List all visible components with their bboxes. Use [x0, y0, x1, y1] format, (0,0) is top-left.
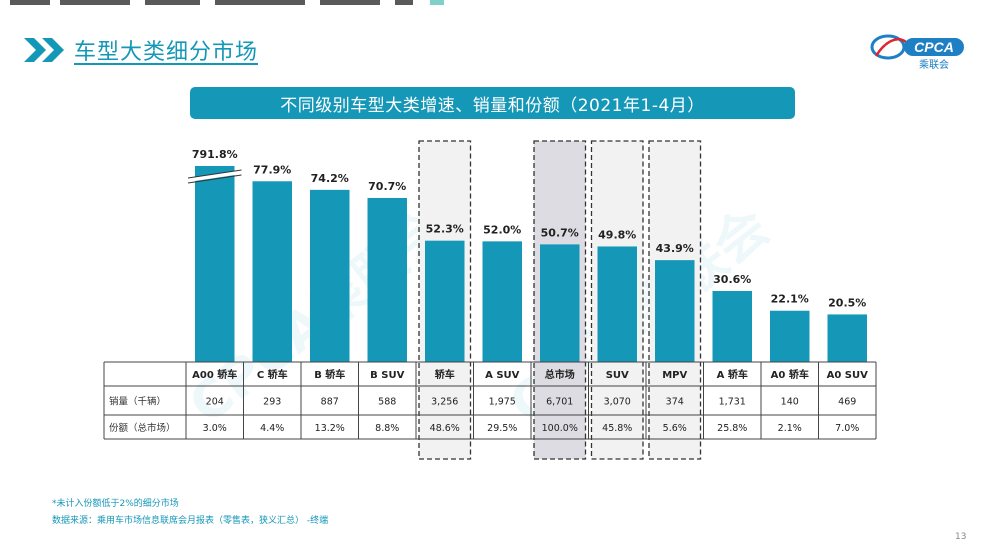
bar	[252, 181, 292, 362]
bar	[770, 310, 810, 362]
value-label: 49.8%	[598, 228, 636, 241]
value-label: 70.7%	[368, 180, 406, 193]
table-cell: 45.8%	[602, 423, 632, 434]
footnote-threshold: *未计入份额低于2%的细分市场	[52, 499, 179, 509]
table-cell: 374	[666, 397, 684, 408]
table-cell: 25.8%	[717, 423, 747, 434]
table-cell: 2.1%	[778, 423, 802, 434]
table-cell: 5.6%	[663, 423, 687, 434]
logo-subtext: 乘联会	[919, 58, 949, 71]
section-title: 车型大类细分市场	[74, 40, 259, 65]
footnotes: *未计入份额低于2%的细分市场 数据来源：乘用车市场信息联席会月报表（零售表，狭…	[52, 496, 328, 530]
category-label: A0 轿车	[771, 368, 809, 381]
value-label: 20.5%	[828, 296, 866, 309]
table-cell: 887	[321, 397, 339, 408]
double-chevron-icon	[24, 38, 64, 62]
table-cell: 3,256	[431, 397, 458, 408]
table-cell: 29.5%	[487, 423, 517, 434]
category-label: SUV	[606, 370, 629, 381]
table-cell: 7.0%	[835, 423, 859, 434]
table-cell: 588	[378, 397, 396, 408]
bar	[540, 244, 580, 362]
value-label: 30.6%	[713, 273, 751, 286]
table-cell: 100.0%	[542, 423, 578, 434]
category-label: A 轿车	[717, 368, 748, 381]
bar	[597, 246, 637, 362]
value-label: 50.7%	[541, 226, 579, 239]
table-cell: 48.6%	[430, 423, 460, 434]
table-cell: 1,975	[489, 397, 516, 408]
category-label: MPV	[662, 370, 687, 381]
table-cell: 6,701	[546, 397, 573, 408]
cpca-logo-graphic: CPCA 乘联会	[870, 34, 964, 71]
table-cell: 13.2%	[315, 423, 345, 434]
category-label: B 轿车	[314, 368, 345, 381]
category-label: A00 轿车	[192, 368, 237, 381]
bar	[367, 197, 407, 362]
value-label: 74.2%	[311, 172, 349, 185]
table-cell: 8.8%	[375, 423, 399, 434]
cpca-logo: CPCA 乘联会	[868, 30, 968, 72]
value-label: 52.0%	[483, 223, 521, 236]
category-label: A0 SUV	[827, 370, 869, 381]
row-label: 销量（千辆）	[109, 396, 166, 408]
row-label: 份额（总市场）	[109, 422, 176, 434]
footnote-source: 数据来源：乘用车市场信息联席会月报表（零售表，狭义汇总） -终端	[52, 516, 329, 526]
value-label: 22.1%	[771, 293, 809, 306]
category-label: C 轿车	[257, 368, 288, 381]
bar	[827, 314, 867, 362]
bar	[655, 260, 695, 362]
value-label: 77.9%	[253, 163, 291, 176]
axis-break-gap	[187, 170, 242, 182]
bar	[195, 166, 235, 362]
table-cell: 3,070	[604, 397, 631, 408]
axis-break-line	[187, 169, 242, 179]
table-cell: 204	[206, 397, 224, 408]
axis-break-line	[187, 174, 242, 184]
category-label: B SUV	[370, 370, 404, 381]
section-header: 车型大类细分市场	[22, 32, 258, 68]
logo-text: CPCA	[914, 39, 954, 55]
top-cropped-strip	[0, 0, 460, 6]
page-number: 13	[955, 532, 967, 542]
table-cell: 469	[838, 397, 856, 408]
bar	[482, 241, 522, 362]
value-label: 52.3%	[426, 223, 464, 236]
table-cell: 4.4%	[260, 423, 284, 434]
table-cell: 140	[781, 397, 799, 408]
value-label: 43.9%	[656, 242, 694, 255]
bar	[712, 291, 752, 362]
bar	[310, 189, 350, 362]
value-label: 791.8%	[192, 148, 238, 161]
table-cell: 1,731	[719, 397, 746, 408]
category-label: A SUV	[485, 370, 520, 381]
chart-title-banner: 不同级别车型大类增速、销量和份额（2021年1-4月）	[190, 87, 795, 119]
table-cell: 293	[263, 397, 281, 408]
chart-title: 不同级别车型大类增速、销量和份额（2021年1-4月）	[280, 95, 705, 116]
bar	[425, 240, 465, 362]
table-cell: 3.0%	[203, 423, 227, 434]
category-label: 轿车	[435, 368, 455, 381]
category-label: 总市场	[545, 368, 575, 381]
